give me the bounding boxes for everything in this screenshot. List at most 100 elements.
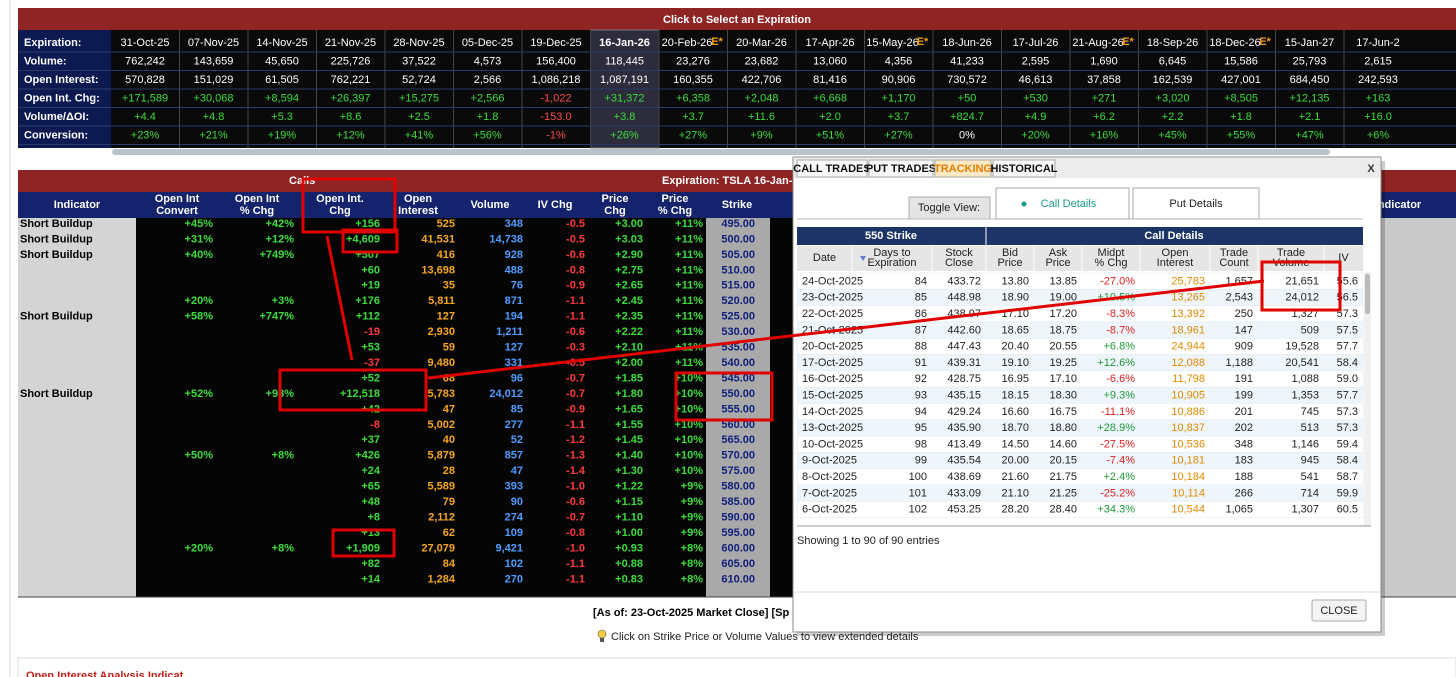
strike[interactable]: 610.00: [721, 573, 755, 585]
close-button-label[interactable]: CLOSE: [1320, 605, 1357, 617]
strike[interactable]: 570.00: [721, 450, 755, 462]
cell-value: 12,088: [1171, 357, 1205, 369]
strike[interactable]: 520.00: [721, 295, 755, 307]
strike[interactable]: 600.00: [721, 542, 755, 554]
strike[interactable]: 535.00: [721, 342, 755, 354]
strike[interactable]: 515.00: [721, 280, 755, 292]
expiration-date[interactable]: 20-Mar-26: [736, 37, 787, 49]
row-date: 8-Oct-2025: [802, 471, 857, 483]
expiration-date[interactable]: 17-Jun-2: [1356, 37, 1399, 49]
cell-value[interactable]: 331: [505, 357, 523, 369]
strike[interactable]: 500.00: [721, 233, 755, 245]
cell-value[interactable]: 109: [505, 527, 523, 539]
cell-value: +47%: [1295, 129, 1324, 141]
cell-value: +53: [361, 342, 380, 354]
tab[interactable]: [934, 159, 992, 178]
strike[interactable]: 580.00: [721, 481, 755, 493]
cell-value[interactable]: 85: [511, 403, 523, 415]
expiration-date[interactable]: 21-Nov-25: [325, 37, 376, 49]
strike[interactable]: 550.00: [721, 388, 755, 400]
expiration-date[interactable]: 31-Oct-25: [121, 37, 170, 49]
cell-value: +12,518: [340, 388, 380, 400]
expiration-date[interactable]: 15-Jan-27: [1285, 37, 1335, 49]
expiration-date[interactable]: 19-Dec-25: [530, 37, 581, 49]
expiration-date[interactable]: 14-Nov-25: [256, 37, 307, 49]
cell-value[interactable]: 90: [511, 496, 523, 508]
cell-value[interactable]: 1,211: [496, 326, 523, 338]
tab-label[interactable]: HISTORICAL: [990, 163, 1057, 175]
strike[interactable]: 540.00: [721, 357, 755, 369]
cell-value: +11.6: [748, 111, 775, 123]
tab-label[interactable]: PUT TRADES: [866, 163, 936, 175]
strike[interactable]: 545.00: [721, 372, 755, 384]
expiration-date[interactable]: 16-Jan-26: [599, 37, 650, 49]
cell-value[interactable]: 14,738: [489, 233, 523, 245]
cell-value[interactable]: 928: [505, 249, 523, 261]
cell-value[interactable]: 127: [505, 342, 523, 354]
cell-value: +11%: [675, 326, 703, 338]
cell-value: 9,480: [427, 357, 455, 369]
cell-value[interactable]: 348: [505, 218, 523, 230]
strike[interactable]: 555.00: [721, 403, 755, 415]
strike[interactable]: 530.00: [721, 326, 755, 338]
strike[interactable]: 575.00: [721, 465, 755, 477]
cell-value: +30,068: [193, 92, 233, 104]
tab[interactable]: [796, 159, 868, 178]
cell-value: +747%: [259, 311, 294, 323]
strike[interactable]: 605.00: [721, 558, 755, 570]
expiration-date[interactable]: 18-Dec-26: [1209, 37, 1260, 49]
cell-value[interactable]: 52: [511, 434, 523, 446]
cell-value[interactable]: 277: [505, 419, 523, 431]
expiration-date[interactable]: 21-Aug-26: [1072, 37, 1123, 49]
tab[interactable]: [992, 159, 1056, 178]
toggle-option[interactable]: [995, 187, 1130, 220]
cell-value[interactable]: 24,012: [489, 388, 523, 400]
cell-value[interactable]: 393: [505, 481, 523, 493]
earnings-flag: E*: [1259, 36, 1271, 48]
expiration-date[interactable]: 17-Jul-26: [1013, 37, 1059, 49]
strike[interactable]: 565.00: [721, 434, 755, 446]
cell-value: 2,543: [1225, 292, 1253, 304]
cell-value: +3%: [272, 295, 295, 307]
row-date: 14-Oct-2025: [802, 406, 863, 418]
expiration-date[interactable]: 18-Jun-26: [942, 37, 992, 49]
expiration-date[interactable]: 15-May-26: [866, 37, 919, 49]
tab-label[interactable]: TRACKING: [934, 163, 992, 175]
strike[interactable]: 525.00: [721, 311, 755, 323]
cell-value[interactable]: 47: [511, 465, 523, 477]
toggle-option-label[interactable]: Put Details: [1169, 198, 1223, 210]
cell-value: +1.00: [615, 527, 643, 539]
strike[interactable]: 585.00: [721, 496, 755, 508]
expiration-date[interactable]: 05-Dec-25: [462, 37, 513, 49]
tab[interactable]: [868, 159, 934, 178]
toggle-option[interactable]: [1132, 187, 1260, 220]
cell-value[interactable]: 488: [505, 264, 523, 276]
expiration-date[interactable]: 20-Feb-26: [662, 37, 713, 49]
cell-value[interactable]: 102: [505, 558, 523, 570]
toggle-option-label[interactable]: Call Details: [1041, 198, 1097, 210]
tab-label[interactable]: CALL TRADES: [793, 163, 870, 175]
expiration-date[interactable]: 18-Sep-26: [1147, 37, 1198, 49]
cell-value: 447.43: [947, 341, 981, 353]
strike[interactable]: 595.00: [721, 527, 755, 539]
cell-value: -8.3%: [1106, 308, 1135, 320]
cell-value[interactable]: 871: [505, 295, 523, 307]
strike[interactable]: 560.00: [721, 419, 755, 431]
close-button[interactable]: [1311, 599, 1367, 622]
close-icon[interactable]: X: [1367, 163, 1375, 175]
cell-value: 92: [915, 373, 927, 385]
expiration-date[interactable]: 17-Apr-26: [806, 37, 855, 49]
cell-value[interactable]: 857: [505, 450, 523, 462]
expiration-date[interactable]: 07-Nov-25: [188, 37, 239, 49]
cell-value[interactable]: 9,421: [495, 542, 523, 554]
strike[interactable]: 505.00: [721, 249, 755, 261]
cell-value[interactable]: 76: [511, 280, 523, 292]
cell-value[interactable]: 96: [511, 372, 523, 384]
strike[interactable]: 495.00: [721, 218, 755, 230]
strike[interactable]: 510.00: [721, 264, 755, 276]
cell-value[interactable]: 270: [505, 573, 523, 585]
expiration-date[interactable]: 28-Nov-25: [393, 37, 444, 49]
cell-value[interactable]: 274: [505, 511, 524, 523]
strike[interactable]: 590.00: [721, 511, 755, 523]
cell-value[interactable]: 194: [505, 311, 524, 323]
